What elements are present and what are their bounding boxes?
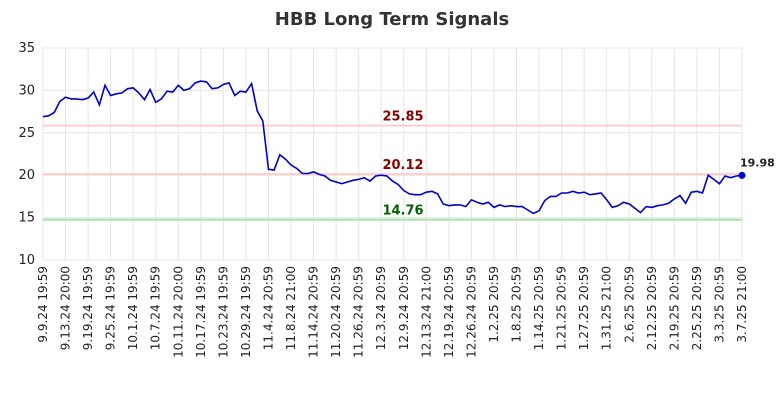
reference-label: 14.76 bbox=[382, 204, 423, 219]
y-tick-label: 20 bbox=[18, 168, 35, 183]
x-tick-label: 2.25.25 20:59 bbox=[690, 266, 704, 350]
x-tick-label: 9.13.24 20:00 bbox=[59, 266, 73, 350]
x-tick-label: 2.19.25 20:59 bbox=[667, 266, 681, 350]
x-tick-label: 12.19.24 20:59 bbox=[442, 266, 456, 358]
x-tick-label: 10.17.24 19:59 bbox=[194, 266, 208, 358]
x-tick-label: 9.19.24 19:59 bbox=[81, 266, 95, 350]
x-tick-label: 12.26.24 20:59 bbox=[464, 266, 478, 358]
x-tick-label: 1.14.25 20:59 bbox=[532, 266, 546, 350]
reference-label: 25.85 bbox=[382, 110, 423, 125]
x-tick-label: 11.4.24 20:59 bbox=[261, 266, 275, 350]
x-tick-label: 12.9.24 20:59 bbox=[397, 266, 411, 350]
x-tick-label: 10.11.24 20:00 bbox=[171, 266, 185, 358]
x-tick-label: 10.1.24 19:59 bbox=[126, 266, 140, 350]
y-tick-label: 25 bbox=[18, 126, 35, 141]
y-tick-label: 35 bbox=[18, 41, 35, 56]
x-tick-label: 1.27.25 20:59 bbox=[577, 266, 591, 350]
x-tick-label: 11.26.24 20:59 bbox=[352, 266, 366, 358]
x-tick-label: 9.9.24 19:59 bbox=[36, 266, 50, 343]
x-tick-label: 9.25.24 19:59 bbox=[104, 266, 118, 350]
x-tick-label: 1.21.25 20:59 bbox=[555, 266, 569, 350]
x-tick-label: 2.12.25 20:59 bbox=[645, 266, 659, 350]
x-tick-label: 10.7.24 19:59 bbox=[149, 266, 163, 350]
price-line bbox=[42, 80, 743, 215]
y-tick-label: 10 bbox=[18, 253, 35, 268]
x-tick-label: 11.8.24 21:00 bbox=[284, 266, 298, 350]
x-tick-label: 12.3.24 20:59 bbox=[374, 266, 388, 350]
reference-label: 20.12 bbox=[382, 158, 423, 173]
last-point bbox=[738, 171, 746, 179]
x-tick-label: 1.31.25 21:00 bbox=[600, 266, 614, 350]
x-tick-label: 10.29.24 19:59 bbox=[239, 266, 253, 358]
x-tick-label: 11.14.24 20:59 bbox=[307, 266, 321, 358]
x-tick-label: 2.6.25 20:59 bbox=[622, 266, 636, 343]
y-tick-label: 15 bbox=[18, 211, 35, 226]
x-tick-label: 11.20.24 20:59 bbox=[329, 266, 343, 358]
last-value-label: 19.98 bbox=[740, 156, 775, 169]
x-tick-label: 3.3.25 20:59 bbox=[712, 266, 726, 343]
x-tick-label: 12.13.24 21:00 bbox=[419, 266, 433, 358]
chart-title: HBB Long Term Signals bbox=[275, 9, 509, 30]
x-tick-label: 3.7.25 21:00 bbox=[735, 266, 749, 343]
y-tick-label: 30 bbox=[18, 83, 35, 98]
x-tick-label: 10.23.24 19:59 bbox=[216, 266, 230, 358]
x-tick-label: 1.8.25 20:59 bbox=[510, 266, 524, 343]
x-tick-label: 1.2.25 20:59 bbox=[487, 266, 501, 343]
